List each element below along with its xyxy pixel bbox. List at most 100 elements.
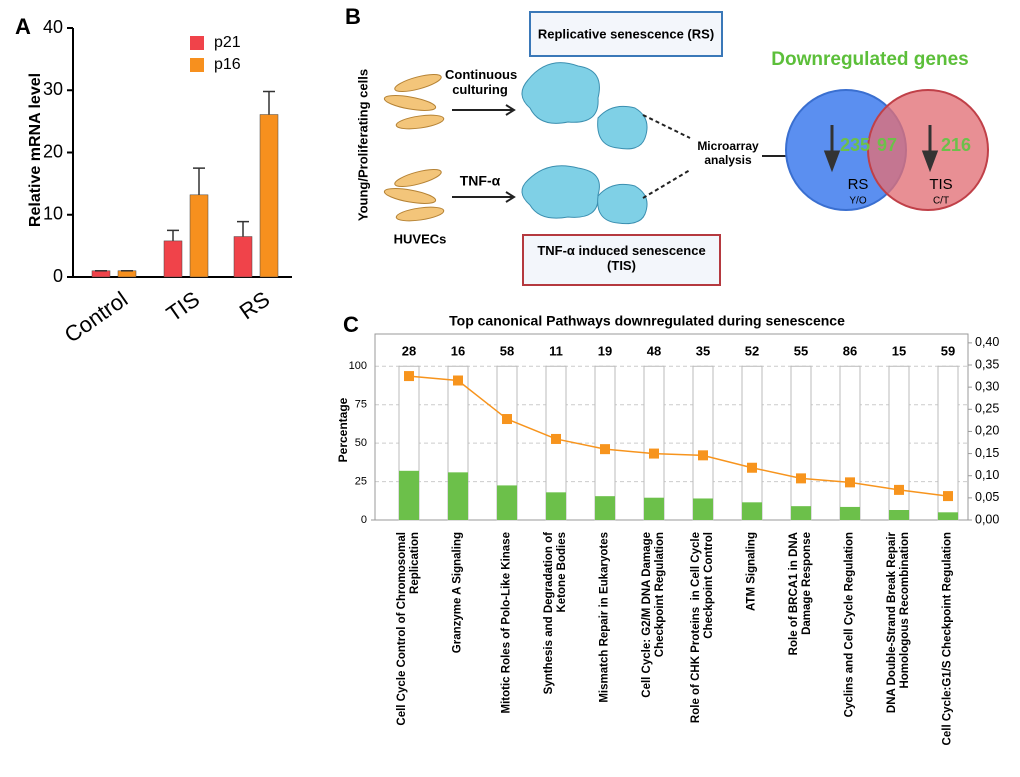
x-tick-label: Mismatch Repair in Eukaryotes	[598, 532, 611, 703]
down-arrow	[823, 125, 841, 173]
bar-total-label: 48	[647, 343, 661, 358]
y-axis-label: Relative mRNA level	[27, 73, 44, 227]
x-tick-label: Granzyme A Signaling	[451, 532, 464, 654]
error-bar	[193, 167, 205, 195]
bar	[889, 510, 909, 520]
x-tick-label: ATM Signaling	[745, 532, 758, 612]
tis-box	[522, 234, 721, 286]
legend-swatch	[190, 36, 204, 50]
line-point	[747, 462, 757, 473]
bar	[91, 270, 111, 278]
y2-tick-label: 0,00	[975, 512, 999, 526]
bar	[233, 236, 253, 278]
bar	[595, 496, 615, 520]
bar	[448, 472, 468, 520]
line-point	[649, 448, 659, 459]
line-point	[502, 414, 512, 425]
bar-total-label: 28	[402, 343, 416, 358]
y-tick-label: 30	[43, 79, 63, 99]
cell-icons	[383, 74, 445, 222]
y-tick-label: 50	[355, 437, 367, 449]
arrow-label: TNF-α	[460, 173, 501, 189]
bar-total-label: 55	[794, 343, 808, 358]
y2-tick-label: 0,15	[975, 446, 999, 460]
full-bar	[888, 365, 910, 521]
y-tick-label: 0	[53, 266, 63, 286]
venn-count: 97	[877, 135, 897, 155]
bar	[399, 470, 419, 520]
bar-total-label: 35	[696, 343, 710, 358]
bar-total-label: 15	[892, 343, 906, 358]
line-point	[698, 450, 708, 461]
y-tick-label: 100	[349, 360, 367, 372]
x-tick-label: TIS	[162, 286, 204, 326]
bar	[189, 194, 209, 278]
venn-right	[867, 89, 989, 211]
arrows	[452, 104, 804, 203]
box-label: Replicative senescence (RS)	[538, 26, 714, 41]
legend-swatch	[190, 58, 204, 72]
bar-total-label: 16	[451, 343, 465, 358]
panel-label: B	[345, 4, 361, 29]
bar-total-label: 52	[745, 343, 759, 358]
x-tick-label: Control	[60, 286, 132, 347]
bar	[644, 497, 664, 520]
x-tick-label: RS	[235, 286, 274, 324]
error-bar	[237, 220, 249, 237]
cells-label: HUVECs	[394, 231, 447, 246]
bar	[840, 506, 860, 520]
line-point	[551, 433, 561, 444]
venn-sub: C/T	[933, 196, 949, 207]
x-tick-label: Cell Cycle:G1/S Checkpoint Regulation	[941, 532, 954, 746]
rs-box	[529, 11, 723, 57]
error-bar	[263, 90, 275, 115]
side-label: Young/Proliferating cells	[355, 69, 370, 221]
bar	[163, 240, 183, 278]
full-bar	[741, 365, 763, 521]
line-point	[404, 371, 414, 382]
venn-count: 216	[941, 135, 971, 155]
full-bar	[692, 365, 714, 521]
venn-name: TIS	[929, 176, 952, 193]
line-point	[845, 477, 855, 488]
bar-total-label: 11	[549, 343, 563, 358]
line-point	[453, 375, 463, 386]
plot-frame	[374, 333, 969, 521]
chart-title: Top canonical Pathways downregulated dur…	[449, 313, 845, 329]
y2-tick-label: 0,30	[975, 379, 999, 393]
full-bar	[839, 365, 861, 521]
x-tick-label: Cell Cycle: G2/M DNA Damage Checkpoint R…	[640, 532, 666, 698]
line-point	[943, 491, 953, 502]
bar	[546, 492, 566, 520]
panel-label: C	[343, 312, 359, 337]
bar-total-label: 19	[598, 343, 612, 358]
y-axis-label: Percentage	[336, 397, 350, 462]
y2-tick-label: 0,20	[975, 424, 999, 438]
y-tick-label: 20	[43, 141, 63, 161]
y-tick-label: 40	[43, 17, 63, 37]
venn-sub: Y/O	[849, 196, 866, 207]
y-tick-label: 75	[355, 399, 367, 411]
down-arrow	[921, 125, 939, 173]
bar	[497, 485, 517, 520]
x-tick-label: Cell Cycle Control of Chromosomal Replic…	[395, 532, 421, 726]
bar	[791, 506, 811, 520]
y2-tick-label: 0,10	[975, 468, 999, 482]
arrow-label: Continuous culturing	[445, 67, 518, 97]
bar-total-label: 58	[500, 343, 514, 358]
bar-total-label: 86	[843, 343, 857, 358]
y-tick-label: 25	[355, 475, 367, 487]
x-tick-label: Role of CHK Proteins in Cell Cycle Check…	[689, 532, 715, 724]
bar	[938, 512, 958, 520]
venn-name: RS	[848, 176, 869, 193]
y-tick-label: 0	[361, 514, 367, 526]
bar	[259, 114, 279, 278]
line-point	[894, 484, 904, 495]
legend-label: p21	[214, 34, 241, 51]
bar	[693, 498, 713, 520]
senescent-cell-icons	[521, 62, 648, 225]
venn-title: Downregulated genes	[771, 49, 968, 70]
full-bar	[643, 365, 665, 521]
venn-count: 235	[840, 135, 870, 155]
